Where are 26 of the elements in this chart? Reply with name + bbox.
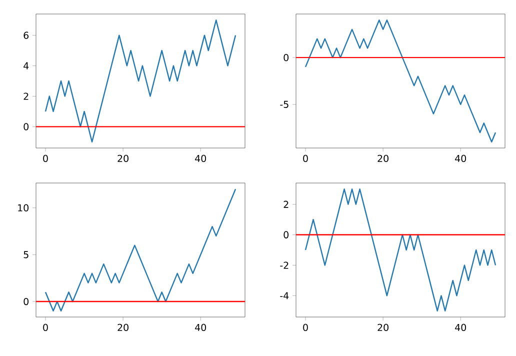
x-tick-label: 40 bbox=[455, 324, 466, 332]
x-tick-label: 20 bbox=[118, 154, 128, 162]
x-tick-label: 0 bbox=[303, 154, 308, 162]
x-tick-label: 40 bbox=[195, 154, 206, 162]
x-tick-label: 40 bbox=[195, 324, 206, 332]
y-tick-label: 0 bbox=[284, 54, 289, 62]
y-tick-label: -5 bbox=[280, 100, 288, 108]
x-tick-label: 20 bbox=[378, 154, 388, 162]
y-tick-label: -4 bbox=[280, 292, 289, 300]
y-tick-label: 0 bbox=[24, 123, 28, 130]
x-tick-label: 0 bbox=[43, 154, 48, 162]
x-tick-label: 40 bbox=[455, 154, 466, 162]
y-tick-label: 10 bbox=[18, 204, 28, 212]
y-tick-label: 2 bbox=[284, 200, 288, 208]
y-tick-label: 5 bbox=[24, 251, 28, 258]
y-tick-label: 4 bbox=[24, 62, 29, 70]
line-series bbox=[44, 19, 236, 143]
y-tick-label: 0 bbox=[24, 298, 28, 306]
y-tick-label: 6 bbox=[24, 32, 29, 39]
y-tick-label: -2 bbox=[280, 262, 288, 269]
x-tick-label: 20 bbox=[378, 324, 388, 332]
x-tick-label: 0 bbox=[43, 324, 48, 332]
y-tick-label: 2 bbox=[24, 92, 28, 100]
y-tick-label: 0 bbox=[284, 231, 289, 238]
x-tick-label: 0 bbox=[303, 324, 308, 332]
x-tick-label: 20 bbox=[118, 324, 128, 332]
